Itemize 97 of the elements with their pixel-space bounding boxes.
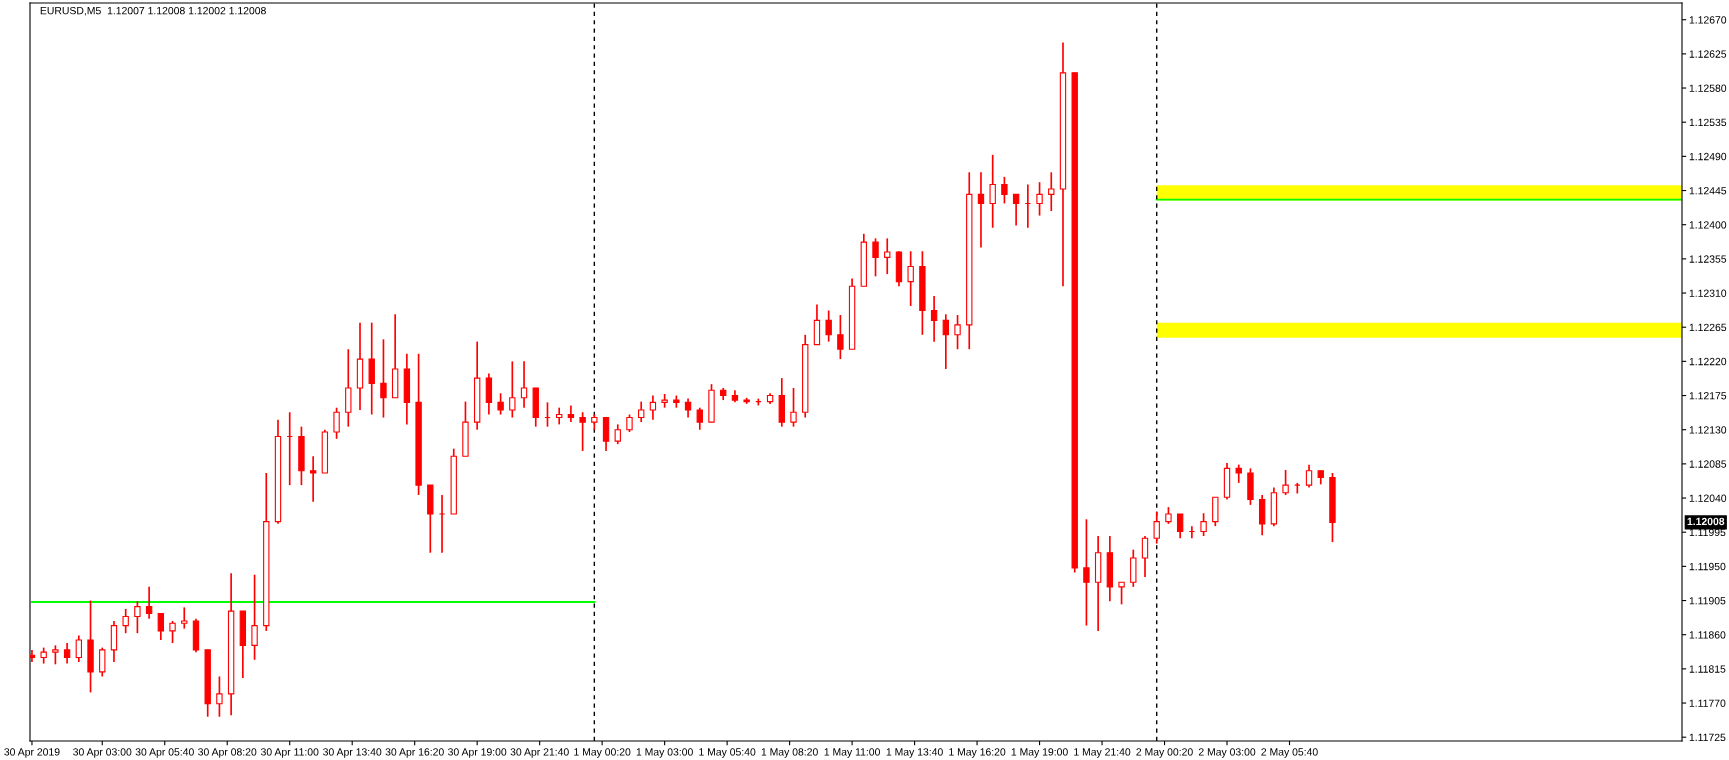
candlestick: [684, 397, 692, 419]
candlestick: [825, 309, 832, 343]
candlestick: [907, 250, 914, 307]
candlestick: [520, 360, 528, 409]
candlestick: [790, 387, 797, 428]
x-tick-label: 30 Apr 21:40: [510, 748, 569, 758]
candlestick: [1048, 171, 1055, 212]
candlestick: [1001, 176, 1008, 205]
y-tick-label: 1.12580: [1689, 84, 1727, 92]
candlestick: [1012, 193, 1020, 227]
y-tick-label: 1.12445: [1689, 187, 1727, 195]
y-tick-label: 1.12130: [1689, 426, 1727, 434]
candlestick: [614, 423, 621, 445]
candlestick: [930, 295, 938, 343]
candlestick: [567, 404, 575, 423]
candlestick: [1282, 469, 1289, 496]
candlestick: [99, 646, 106, 678]
candlestick: [122, 608, 129, 635]
candlestick: [497, 392, 504, 416]
candlestick: [333, 406, 340, 440]
y-tick-label: 1.12355: [1689, 255, 1727, 263]
y-tick-label: 1.11815: [1689, 665, 1726, 673]
y-tick-label: 1.12265: [1689, 323, 1727, 332]
candlestick: [942, 313, 950, 370]
candlestick: [181, 606, 188, 630]
x-tick-label: 30 Apr 11:00: [260, 748, 319, 758]
candlestick: [1176, 513, 1184, 540]
y-tick-label: 1.12040: [1689, 494, 1727, 502]
candlestick: [837, 314, 844, 360]
candlestick: [145, 586, 153, 620]
candlestick: [1305, 463, 1313, 489]
candlestick: [509, 360, 516, 419]
candlestick: [251, 573, 258, 661]
candlestick: [52, 644, 59, 666]
x-tick-label: 2 May 03:00: [1198, 748, 1256, 758]
x-tick-label: 1 May 13:40: [886, 748, 943, 758]
y-tick-label: 1.12175: [1689, 392, 1727, 400]
y-tick-label: 1.12625: [1689, 50, 1727, 58]
text: 1.12008: [1687, 517, 1725, 526]
candlestick: [169, 620, 176, 644]
candlestick: [30, 649, 36, 663]
y-tick-label: 1.11950: [1689, 562, 1726, 571]
candlestick: [380, 338, 387, 419]
candlestick: [696, 406, 703, 431]
y-tick-label: 1.12085: [1689, 460, 1727, 468]
y-tick-label: 1.12310: [1689, 289, 1727, 297]
candlestick: [1141, 535, 1149, 578]
y-tick-label: 1.11725: [1689, 733, 1726, 742]
x-tick-label: 1 May 05:40: [699, 748, 756, 758]
y-tick-label: 1.12670: [1689, 16, 1727, 24]
candlestick: [989, 154, 996, 229]
x-tick-label: 30 Apr 2019: [4, 748, 60, 758]
candlestick: [649, 394, 657, 421]
chart-title: EURUSD,M5 1.12007 1.12008 1.12002 1.12008: [40, 6, 266, 16]
candlestick: [157, 612, 165, 641]
x-tick-label: 1 May 08:20: [761, 748, 818, 758]
x-tick-label: 1 May 00:20: [574, 748, 631, 758]
x-tick-label: 30 Apr 13:40: [323, 748, 382, 758]
x-tick-label: 2 May 05:40: [1261, 748, 1318, 758]
candlestick: [977, 171, 985, 249]
y-tick-label: 1.11860: [1689, 631, 1726, 639]
x-tick-label: 1 May 11:00: [824, 748, 880, 758]
x-tick-label: 30 Apr 16:20: [385, 748, 444, 758]
x-tick-label: 30 Apr 05:40: [135, 748, 194, 758]
candlestick: [638, 400, 645, 423]
y-tick-label: 1.11770: [1689, 699, 1726, 707]
candlestick: [1083, 518, 1090, 627]
x-tick-label: 1 May 16:20: [949, 748, 1006, 758]
candlestick: [438, 494, 446, 554]
candlestick: [1200, 512, 1207, 537]
x-tick-label: 1 May 19:00: [1011, 748, 1068, 758]
candlestick: [134, 600, 141, 635]
candlestick: [1036, 181, 1043, 217]
candlestick: [75, 634, 83, 663]
candlestick: [216, 675, 223, 718]
candlestick: [1235, 463, 1242, 484]
y-tick-label: 1.11995: [1689, 528, 1726, 537]
candlestick: [1153, 510, 1160, 545]
candlestick: [1118, 581, 1125, 606]
candlestick: [63, 642, 71, 665]
candlestick: [872, 237, 879, 278]
x-tick-label: 30 Apr 19:00: [448, 748, 507, 758]
candlestick: [954, 314, 961, 351]
candlestick: [309, 455, 317, 503]
x-tick-label: 1 May 03:00: [636, 748, 693, 758]
y-tick-label: 1.11905: [1689, 597, 1726, 605]
y-tick-label: 1.12490: [1689, 152, 1727, 161]
y-tick-label: 1.12535: [1689, 118, 1727, 127]
x-tick-label: 2 May 00:20: [1136, 748, 1193, 758]
y-tick-label: 1.12220: [1689, 357, 1727, 366]
x-tick-label: 30 Apr 08:20: [198, 748, 257, 758]
x-tick-label: 1 May 21:40: [1074, 748, 1131, 758]
candlestick: [884, 237, 891, 275]
x-tick-label: 30 Apr 03:00: [73, 748, 132, 758]
y-tick-label: 1.12400: [1689, 221, 1727, 229]
candlestick: [602, 416, 610, 452]
candlestick: [579, 411, 586, 452]
